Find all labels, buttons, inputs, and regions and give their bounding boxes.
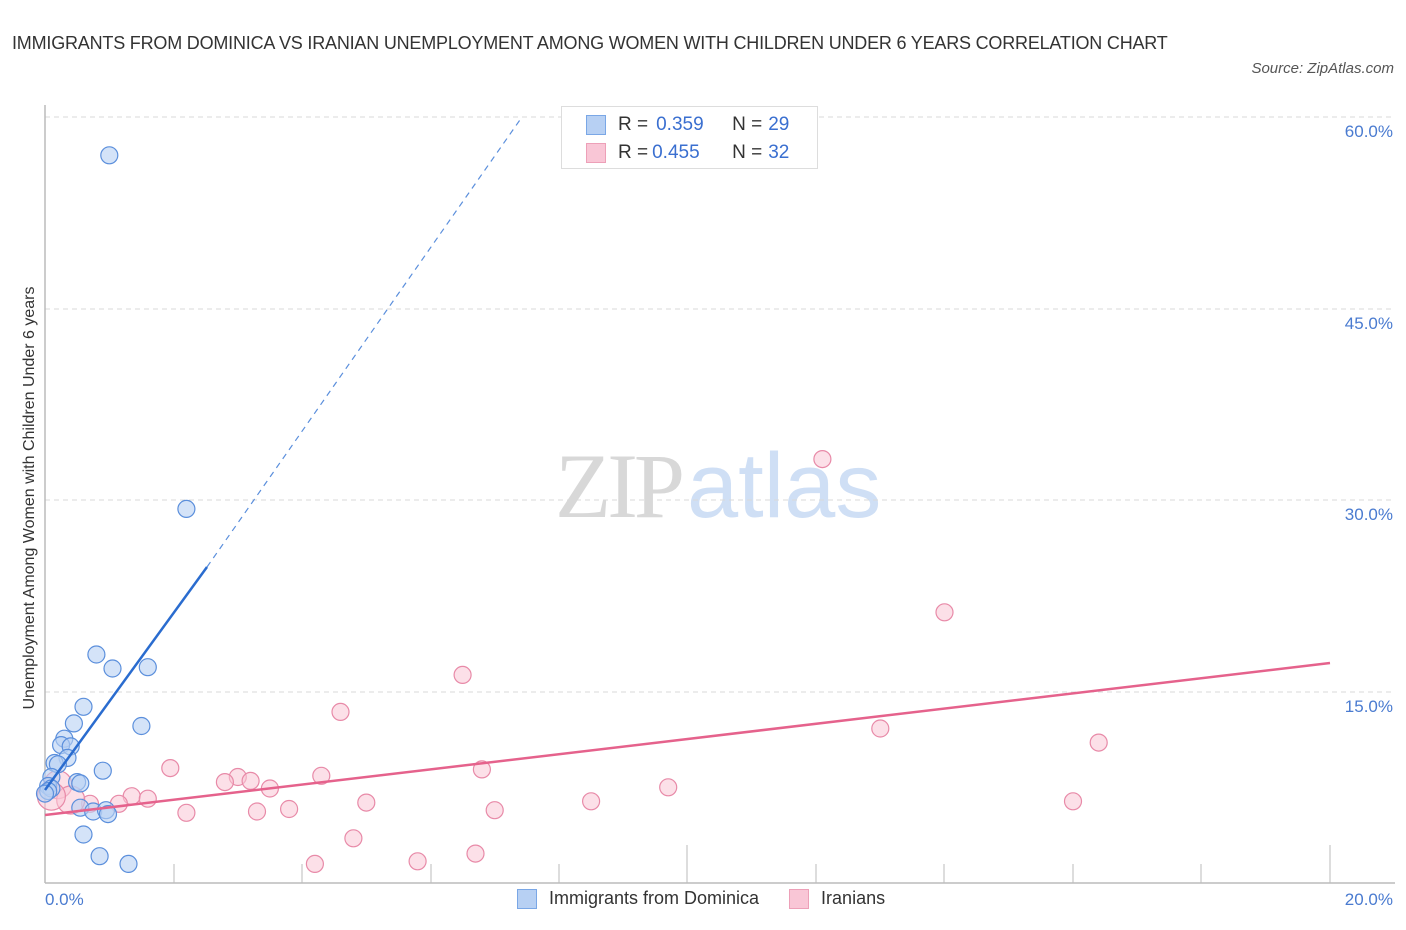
watermark-zip: ZIP: [555, 435, 685, 537]
x-tick-min: 0.0%: [45, 890, 84, 909]
blue-swatch-icon: [586, 115, 606, 135]
data-point: [305, 854, 324, 874]
data-point: [241, 771, 260, 791]
gridlines: [45, 116, 1395, 693]
data-point: [280, 799, 299, 819]
dominica-trendline-extension: [206, 116, 523, 568]
legend-label: Iranians: [821, 888, 886, 908]
y-tick-60: 60.0%: [1344, 122, 1393, 141]
y-tick-30: 30.0%: [1344, 505, 1393, 524]
watermark: ZIPatlas: [555, 440, 881, 532]
data-point: [247, 802, 267, 821]
legend-row-iranians: R = 0.455 N = 32: [586, 141, 789, 165]
data-point: [659, 778, 678, 797]
data-point: [408, 852, 427, 871]
legend-item-iranians[interactable]: Iranians: [789, 888, 885, 909]
y-axis-label: Unemployment Among Women with Children U…: [21, 286, 38, 710]
data-point: [466, 844, 485, 863]
data-point: [161, 758, 180, 778]
series-legend: Immigrants from Dominica Iranians: [517, 888, 915, 909]
data-point: [100, 146, 119, 165]
r-value: 0.455: [652, 142, 700, 163]
blue-swatch-icon: [517, 888, 537, 909]
y-tick-45: 45.0%: [1344, 314, 1393, 333]
data-point: [98, 804, 118, 824]
data-point: [215, 772, 234, 792]
correlation-legend: R = 0.359 N = 29 R = 0.455 N = 32: [561, 106, 818, 169]
data-point: [71, 774, 90, 793]
data-point: [90, 847, 109, 866]
r-label: R =: [618, 142, 649, 163]
pink-swatch-icon: [789, 888, 810, 909]
data-point: [813, 450, 832, 469]
data-point: [132, 716, 151, 736]
n-label: N =: [732, 114, 763, 135]
x-tick-max: 20.0%: [1344, 890, 1393, 909]
data-point: [485, 801, 504, 820]
r-value: 0.359: [656, 114, 704, 135]
data-point: [74, 697, 93, 716]
data-point: [357, 793, 376, 812]
chart-title: IMMIGRANTS FROM DOMINICA VS IRANIAN UNEM…: [12, 33, 1168, 53]
data-point: [312, 766, 331, 785]
data-point: [1063, 792, 1083, 811]
dominica-points: [35, 146, 196, 874]
iranians-points: [36, 450, 1108, 874]
data-point: [138, 658, 157, 677]
data-point: [871, 719, 890, 738]
data-point: [93, 761, 112, 780]
trendlines: [43, 116, 1331, 817]
data-point: [177, 499, 196, 518]
data-point: [472, 760, 491, 779]
legend-row-dominica: R = 0.359 N = 29: [586, 113, 789, 137]
data-point: [581, 792, 601, 811]
axes-lines: [44, 105, 1395, 884]
data-point: [87, 645, 106, 664]
data-point: [103, 659, 122, 678]
data-point: [935, 603, 954, 622]
data-point: [64, 714, 84, 733]
pink-swatch-icon: [586, 143, 606, 163]
data-point: [119, 854, 138, 874]
data-point: [35, 784, 55, 803]
n-value: 32: [768, 142, 790, 163]
iranians-trendline: [44, 661, 1331, 817]
data-point: [331, 702, 350, 722]
n-value: 29: [768, 114, 790, 135]
data-point: [1089, 733, 1108, 752]
legend-label: Immigrants from Dominica: [549, 888, 760, 908]
data-point: [344, 829, 363, 848]
x-minor-ticks: [173, 845, 1331, 883]
n-label: N =: [732, 142, 763, 163]
r-label: R =: [618, 114, 649, 135]
watermark-atlas: atlas: [687, 435, 882, 537]
data-point: [177, 803, 196, 822]
source-label: Source: ZipAtlas.com: [1251, 60, 1394, 77]
y-tick-15: 15.0%: [1344, 697, 1393, 716]
legend-item-dominica[interactable]: Immigrants from Dominica: [517, 888, 759, 909]
data-point: [453, 665, 472, 685]
data-point: [74, 825, 93, 844]
dominica-trendline: [43, 566, 209, 791]
